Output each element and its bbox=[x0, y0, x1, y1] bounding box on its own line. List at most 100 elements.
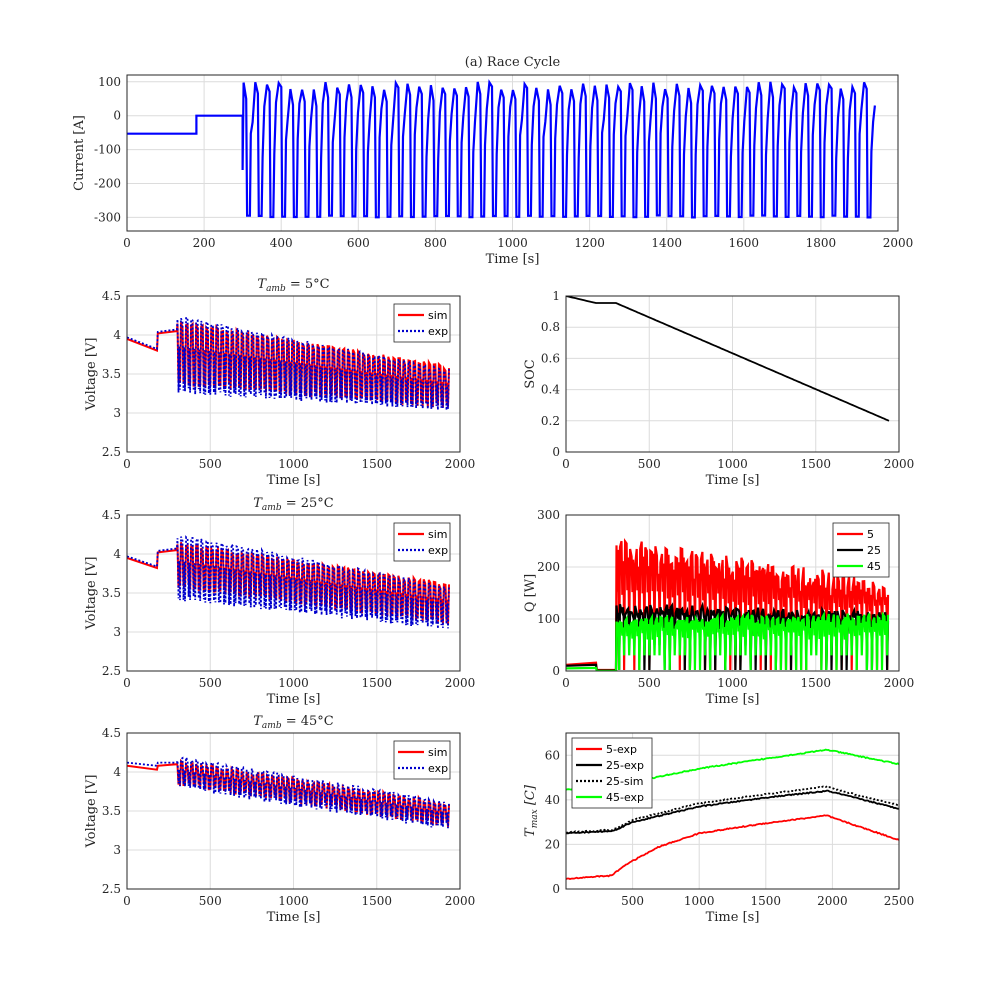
x-tick-label: 2000 bbox=[817, 894, 848, 908]
chart-title: Tamb = 25°C bbox=[253, 496, 334, 513]
series-layer bbox=[566, 296, 890, 422]
series-layer bbox=[127, 535, 450, 629]
axes-frame bbox=[126, 732, 461, 890]
x-tick-label: 0 bbox=[123, 236, 131, 250]
legend-label: 25-sim bbox=[606, 775, 643, 788]
y-tick-label: 3 bbox=[113, 625, 121, 639]
x-axis-label: Time [s] bbox=[267, 692, 321, 707]
series-45 bbox=[566, 610, 890, 671]
y-tick-label: 0.8 bbox=[541, 320, 560, 334]
legend-box bbox=[393, 303, 451, 343]
x-tick-label: 1800 bbox=[806, 236, 837, 250]
y-tick-label: 2.5 bbox=[102, 664, 121, 678]
legend-label: 5-exp bbox=[606, 743, 637, 756]
x-tick-label: 1000 bbox=[684, 894, 715, 908]
legend-label: sim bbox=[428, 746, 448, 759]
x-tick-label: 500 bbox=[638, 457, 661, 471]
x-tick-label: 400 bbox=[270, 236, 293, 250]
x-tick-label: 1500 bbox=[361, 894, 392, 908]
x-axis-label: Time [s] bbox=[706, 692, 760, 707]
legend-label: 5 bbox=[867, 528, 874, 541]
chart-title: (a) Race Cycle bbox=[465, 55, 561, 70]
legend: sim exp bbox=[393, 522, 451, 562]
y-tick-label: 2.5 bbox=[102, 882, 121, 896]
series-layer bbox=[566, 538, 890, 671]
x-tick-label: 1400 bbox=[651, 236, 682, 250]
y-tick-label: 3.5 bbox=[102, 804, 121, 818]
x-tick-label: 1600 bbox=[729, 236, 760, 250]
legend-label: exp bbox=[428, 544, 448, 557]
axes-frame bbox=[565, 514, 900, 672]
y-tick-label: 300 bbox=[537, 508, 560, 522]
x-tick-label: 2000 bbox=[445, 894, 476, 908]
x-tick-label: 1000 bbox=[717, 457, 748, 471]
y-tick-label: 20 bbox=[545, 837, 560, 851]
x-tick-label: 1200 bbox=[574, 236, 605, 250]
x-tick-label: 800 bbox=[424, 236, 447, 250]
x-tick-label: 1500 bbox=[800, 457, 831, 471]
series-current bbox=[127, 79, 876, 219]
ylabel-rest: [C] bbox=[523, 784, 538, 809]
y-tick-label: 40 bbox=[545, 793, 560, 807]
legend-label: 45-exp bbox=[606, 791, 644, 804]
x-tick-label: 1000 bbox=[497, 236, 528, 250]
legend-label: 25-exp bbox=[606, 759, 644, 772]
chart-title: Tamb = 45°C bbox=[253, 714, 334, 731]
y-tick-label: 3 bbox=[113, 843, 121, 857]
x-tick-label: 500 bbox=[199, 676, 222, 690]
chart-v45: 0 500 1000 1500 2000 4.5 4 3.5 3 2.5 Tamb = 45°C Ti… bbox=[84, 714, 475, 925]
x-tick-label: 2000 bbox=[884, 457, 915, 471]
legend-label: 45 bbox=[867, 560, 881, 573]
axes-frame bbox=[126, 514, 461, 672]
series-exp bbox=[127, 314, 450, 411]
y-tick-label: 200 bbox=[537, 560, 560, 574]
x-axis-label: Time [s] bbox=[486, 252, 540, 267]
x-tick-label: 500 bbox=[621, 894, 644, 908]
x-tick-label: 0 bbox=[123, 676, 131, 690]
y-tick-label: 4.5 bbox=[102, 726, 121, 740]
y-tick-label: -300 bbox=[94, 210, 121, 224]
y-tick-label: 0 bbox=[552, 882, 560, 896]
series-exp bbox=[127, 535, 450, 629]
legend: 5 25 45 bbox=[832, 522, 890, 578]
title-rest: = 5°C bbox=[286, 277, 330, 292]
y-tick-label: 100 bbox=[98, 75, 121, 89]
x-tick-label: 600 bbox=[347, 236, 370, 250]
y-tick-label: 2.5 bbox=[102, 445, 121, 459]
y-axis-label: Voltage [V] bbox=[84, 775, 99, 849]
y-axis-label: Q [W] bbox=[523, 574, 538, 612]
legend: sim exp bbox=[393, 740, 451, 780]
legend-label: 25 bbox=[867, 544, 881, 557]
x-tick-label: 2000 bbox=[445, 457, 476, 471]
axes-frame bbox=[126, 74, 899, 232]
y-tick-label: 0.6 bbox=[541, 351, 560, 365]
chart-v25: 0 500 1000 1500 2000 4.5 4 3.5 3 2.5 Tamb = 25°C Ti… bbox=[84, 496, 475, 707]
legend-label: exp bbox=[428, 325, 448, 338]
legend-box bbox=[393, 522, 451, 562]
y-tick-label: 4.5 bbox=[102, 508, 121, 522]
chart-v5: 0 500 1000 1500 2000 4.5 4 3.5 3 2.5 Tamb = 5°C Tim… bbox=[84, 277, 475, 488]
x-tick-label: 1500 bbox=[800, 676, 831, 690]
title-subscript: amb bbox=[262, 721, 282, 731]
chart-soc: 0 500 1000 1500 2000 1 0.8 0.6 0.4 0.2 0 Time [s] SO… bbox=[523, 289, 914, 488]
x-tick-label: 0 bbox=[123, 894, 131, 908]
y-tick-label: 1 bbox=[552, 289, 560, 303]
legend-label: sim bbox=[428, 309, 448, 322]
y-tick-label: 0 bbox=[113, 109, 121, 123]
y-axis-label: Current [A] bbox=[72, 115, 87, 191]
y-tick-label: 3.5 bbox=[102, 367, 121, 381]
y-tick-label: 60 bbox=[545, 748, 560, 762]
x-tick-label: 1000 bbox=[278, 676, 309, 690]
x-tick-label: 0 bbox=[562, 457, 570, 471]
series-25-exp bbox=[566, 789, 899, 835]
x-tick-label: 1500 bbox=[361, 676, 392, 690]
x-tick-label: 2000 bbox=[445, 676, 476, 690]
legend: sim exp bbox=[393, 303, 451, 343]
series-exp bbox=[127, 756, 450, 829]
x-tick-label: 500 bbox=[199, 894, 222, 908]
y-axis-label: Voltage [V] bbox=[84, 338, 99, 412]
x-tick-label: 1000 bbox=[278, 457, 309, 471]
legend-box bbox=[393, 740, 451, 780]
series-5-exp bbox=[566, 814, 899, 880]
